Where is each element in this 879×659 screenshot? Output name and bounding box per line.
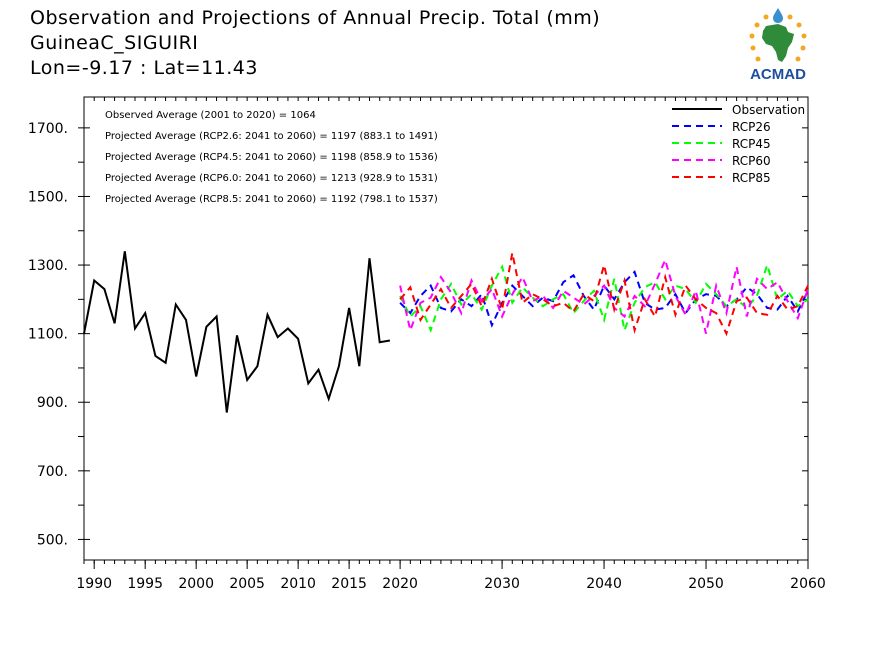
acmad-logo: ACMAD — [736, 8, 820, 84]
annotation-text: Observed Average (2001 to 2020) = 1064 — [105, 110, 316, 121]
chart-title: Observation and Projections of Annual Pr… — [30, 7, 601, 29]
annotation-text: Projected Average (RCP4.5: 2041 to 2060)… — [105, 152, 438, 163]
x-tick-label: 2015 — [331, 576, 367, 592]
plot-frame — [83, 96, 809, 561]
x-tick-label: 2000 — [178, 576, 214, 592]
legend-label-observation: Observation — [732, 103, 805, 117]
series-line-rcp26 — [399, 270, 809, 328]
series-line-rcp60 — [399, 256, 809, 334]
legend-label-rcp26: RCP26 — [732, 120, 771, 134]
series-line-rcp85 — [399, 252, 809, 337]
x-tick-label: 2005 — [229, 576, 265, 592]
station-name: GuineaC_SIGUIRI — [30, 32, 199, 54]
x-tick-label: 2050 — [688, 576, 724, 592]
legend-label-rcp45: RCP45 — [732, 137, 771, 151]
x-tick-label: 2010 — [280, 576, 316, 592]
annotation-text: Projected Average (RCP6.0: 2041 to 2060)… — [105, 173, 438, 184]
y-tick-label: 1300. — [28, 258, 68, 274]
station-coordinates: Lon=-9.17 : Lat=11.43 — [30, 57, 258, 79]
x-tick-label: 1995 — [127, 576, 163, 592]
y-tick-label: 1100. — [28, 327, 68, 343]
x-tick-label: 1990 — [76, 576, 112, 592]
series-line-observation — [83, 251, 391, 413]
legend-label-rcp60: RCP60 — [732, 154, 771, 168]
x-tick-label: 2020 — [382, 576, 418, 592]
series-line-rcp45 — [399, 261, 809, 334]
africa-map-icon — [762, 24, 794, 62]
x-tick-label: 2060 — [790, 576, 826, 592]
y-tick-label: 1700. — [28, 121, 68, 137]
x-tick-label: 2040 — [586, 576, 622, 592]
y-tick-label: 700. — [37, 464, 68, 480]
water-drop-icon — [773, 8, 783, 23]
x-tick-label: 2030 — [484, 576, 520, 592]
legend-label-rcp85: RCP85 — [732, 171, 771, 185]
annotation-text: Projected Average (RCP8.5: 2041 to 2060)… — [105, 194, 438, 205]
logo-text: ACMAD — [750, 66, 806, 83]
annotation-text: Projected Average (RCP2.6: 2041 to 2060)… — [105, 131, 438, 142]
y-tick-label: 900. — [37, 395, 68, 411]
y-tick-label: 500. — [37, 532, 68, 548]
y-tick-label: 1500. — [28, 189, 68, 205]
